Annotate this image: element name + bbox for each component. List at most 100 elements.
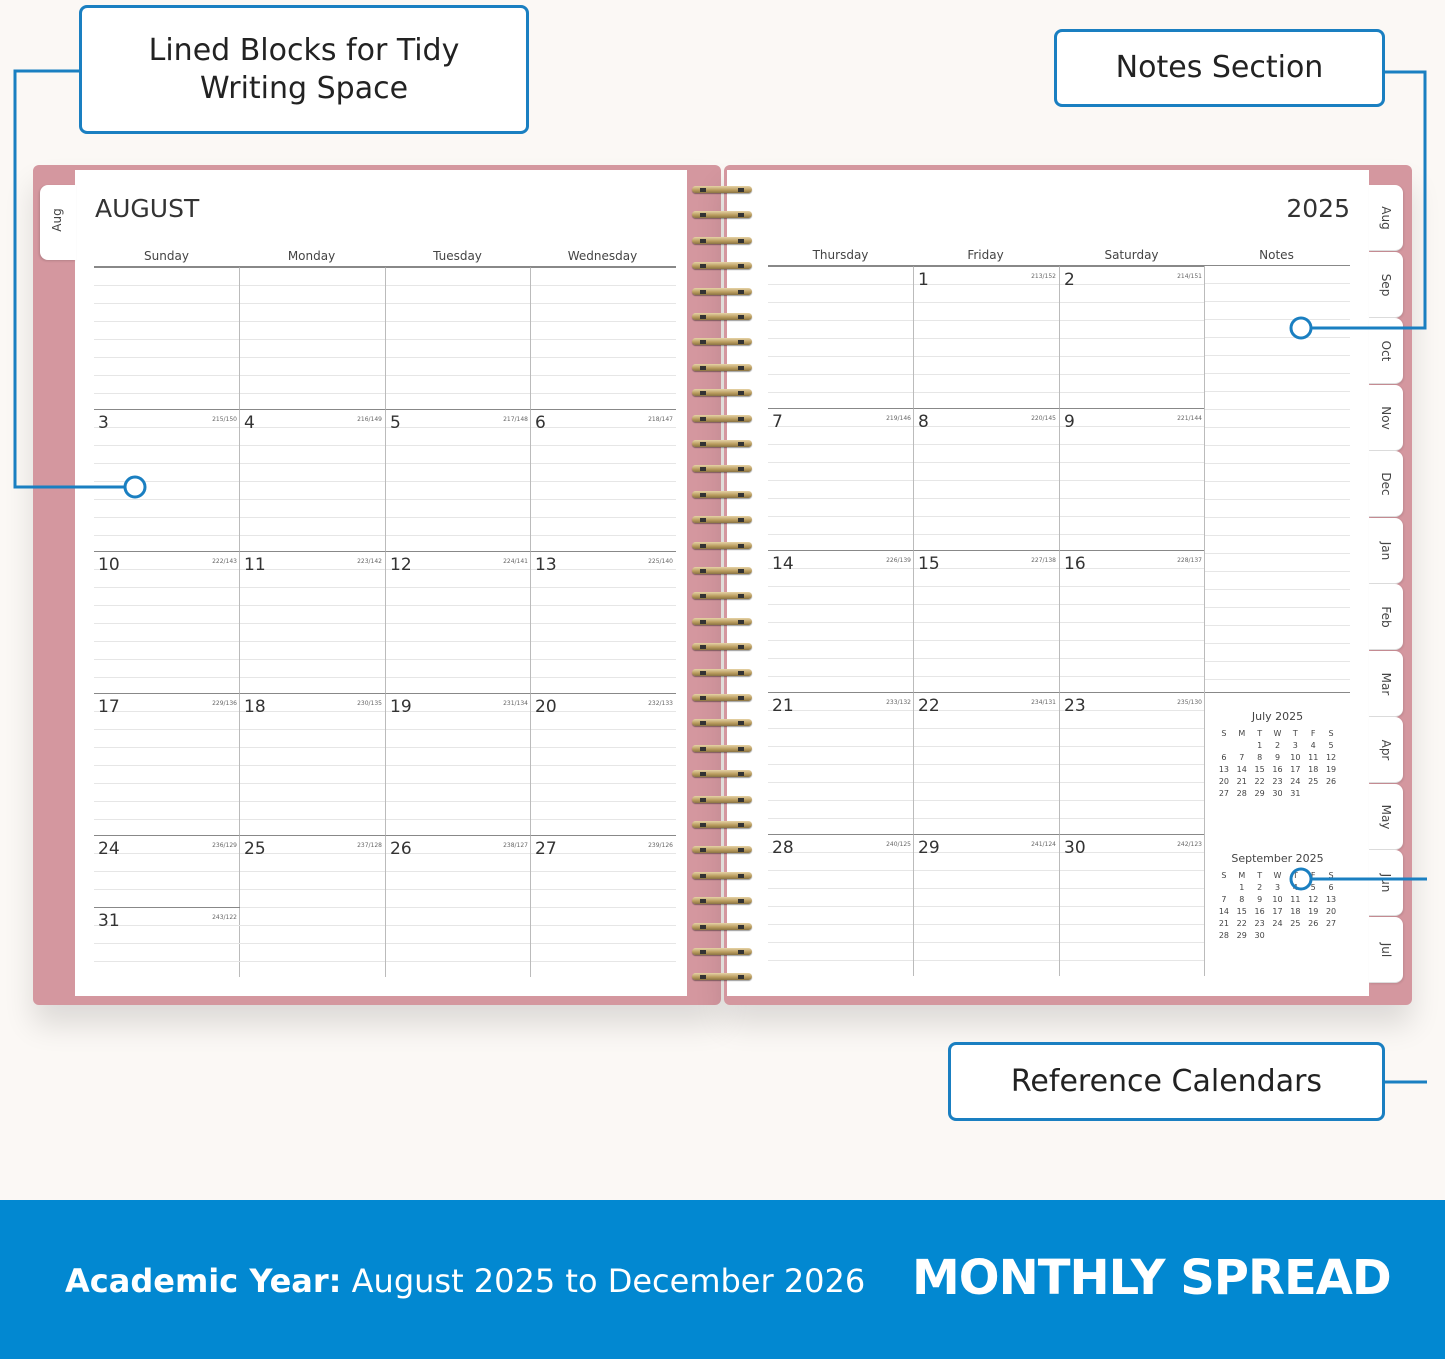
day-number: 18 bbox=[244, 697, 266, 717]
mini-day: 6 bbox=[1328, 883, 1334, 892]
side-tab[interactable]: Sep bbox=[1369, 251, 1403, 318]
mini-dow: T bbox=[1257, 729, 1263, 738]
mini-day: 30 bbox=[1272, 789, 1283, 798]
day-number: 17 bbox=[98, 697, 120, 717]
day-cell bbox=[768, 266, 914, 408]
spiral-hole bbox=[738, 289, 744, 294]
mini-day: 10 bbox=[1272, 895, 1283, 904]
spiral-ring bbox=[692, 694, 752, 701]
spiral-hole bbox=[738, 391, 744, 396]
notes-bottom-area bbox=[1204, 692, 1205, 976]
connector-line-notes bbox=[1312, 70, 1427, 330]
mini-day: 29 bbox=[1254, 789, 1265, 798]
side-tab[interactable]: Dec bbox=[1369, 451, 1403, 517]
day-cell bbox=[530, 267, 676, 409]
academic-year-range: August 2025 to December 2026 bbox=[341, 1262, 866, 1300]
side-tab[interactable]: Jun bbox=[1369, 850, 1403, 916]
spiral-hole bbox=[700, 569, 706, 573]
side-tab[interactable]: Apr bbox=[1369, 717, 1403, 783]
mini-calendar: July 2025 S M T W T F S 1 2 3 4 5 6 7 8 9 10 11 12 13 14 15 16 1… bbox=[1215, 710, 1340, 798]
side-tab[interactable]: May bbox=[1369, 783, 1403, 850]
side-tab[interactable]: Jan bbox=[1369, 517, 1403, 584]
day-of-year: 242/123 bbox=[1177, 841, 1202, 848]
day-number: 6 bbox=[535, 413, 546, 433]
spiral-hole bbox=[700, 772, 706, 777]
day-cell bbox=[94, 267, 240, 409]
day-of-year: 221/144 bbox=[1177, 415, 1202, 422]
spiral-ring bbox=[692, 541, 752, 549]
side-tab[interactable]: Nov bbox=[1369, 384, 1403, 451]
day-of-year: 240/125 bbox=[886, 841, 911, 848]
mini-day: 7 bbox=[1221, 895, 1227, 904]
mini-dow: T bbox=[1257, 871, 1263, 880]
day-cell bbox=[239, 267, 385, 409]
day-cell: 15 227/138 bbox=[913, 550, 1059, 692]
mini-day: 5 bbox=[1310, 883, 1316, 892]
spiral-hole bbox=[700, 543, 706, 548]
academic-year-text: Academic Year: August 2025 to December 2… bbox=[65, 1262, 865, 1300]
day-cell: 13 225/140 bbox=[530, 551, 676, 693]
day-of-year: 223/142 bbox=[357, 558, 382, 565]
day-cell: 20 232/133 bbox=[530, 693, 676, 835]
spiral-ring bbox=[692, 465, 752, 473]
day-number: 2 bbox=[1064, 270, 1075, 290]
mini-day: 1 bbox=[1257, 741, 1263, 750]
day-of-year: 222/143 bbox=[212, 558, 237, 565]
spiral-hole bbox=[700, 264, 706, 269]
spiral-hole bbox=[700, 340, 706, 345]
side-tab[interactable]: Feb bbox=[1369, 584, 1403, 650]
day-of-year: 213/152 bbox=[1031, 273, 1056, 280]
callout-reference-calendars: Reference Calendars bbox=[948, 1042, 1385, 1121]
spiral-hole bbox=[700, 950, 706, 954]
mini-day: 16 bbox=[1254, 907, 1265, 916]
day-cell: 19 231/134 bbox=[385, 693, 531, 835]
day-number: 24 bbox=[98, 839, 120, 859]
spiral-ring bbox=[692, 287, 752, 295]
callout-notes-section: Notes Section bbox=[1054, 29, 1385, 107]
mini-day: 3 bbox=[1292, 741, 1298, 750]
spiral-ring bbox=[692, 719, 752, 727]
mini-dow: S bbox=[1221, 729, 1227, 738]
day-number: 27 bbox=[535, 839, 557, 859]
day-of-year: 243/122 bbox=[212, 914, 237, 921]
footer-banner: Academic Year: August 2025 to December 2… bbox=[0, 1200, 1445, 1359]
left-month-tab[interactable]: Aug bbox=[40, 185, 76, 260]
day-of-year: 233/132 bbox=[886, 699, 911, 706]
spiral-hole bbox=[700, 670, 706, 675]
side-tab[interactable]: Aug bbox=[1369, 185, 1403, 251]
day-of-year: 229/136 bbox=[212, 700, 237, 707]
spiral-hole bbox=[738, 645, 744, 650]
side-tab[interactable]: Jul bbox=[1369, 916, 1403, 983]
day-of-year: 224/141 bbox=[503, 558, 528, 565]
spiral-hole bbox=[738, 264, 744, 269]
day-of-year: 216/149 bbox=[357, 416, 382, 423]
mini-day: 4 bbox=[1310, 741, 1316, 750]
day-number: 14 bbox=[772, 554, 794, 574]
spiral-ring bbox=[692, 363, 752, 371]
mini-day: 19 bbox=[1308, 907, 1319, 916]
day-cell: 5 217/148 bbox=[385, 409, 531, 551]
day-cell: 14 226/139 bbox=[768, 550, 914, 692]
mini-day: 28 bbox=[1218, 931, 1230, 940]
day-of-year: 214/151 bbox=[1177, 273, 1202, 280]
day-of-year: 217/148 bbox=[503, 416, 528, 423]
mini-day: 6 bbox=[1221, 753, 1227, 762]
mini-day: 9 bbox=[1274, 753, 1281, 762]
spiral-ring bbox=[692, 186, 752, 193]
spiral-hole bbox=[738, 467, 744, 472]
day-cell: 28 240/125 bbox=[768, 834, 914, 976]
mini-day: 21 bbox=[1218, 919, 1230, 928]
spiral-hole bbox=[700, 696, 706, 700]
spiral-hole bbox=[700, 899, 706, 904]
day-of-year: 225/140 bbox=[648, 558, 673, 565]
day-number: 9 bbox=[1064, 412, 1075, 432]
day-cell: 21 233/132 bbox=[768, 692, 914, 834]
day-of-year: 239/126 bbox=[648, 842, 673, 849]
day-number: 19 bbox=[390, 697, 412, 717]
mini-day: 18 bbox=[1308, 765, 1319, 774]
side-tab[interactable]: Mar bbox=[1369, 650, 1403, 717]
mini-dow: M bbox=[1238, 729, 1246, 738]
spiral-ring bbox=[692, 668, 752, 676]
spiral-hole bbox=[700, 619, 706, 624]
day-number: 20 bbox=[535, 697, 557, 717]
